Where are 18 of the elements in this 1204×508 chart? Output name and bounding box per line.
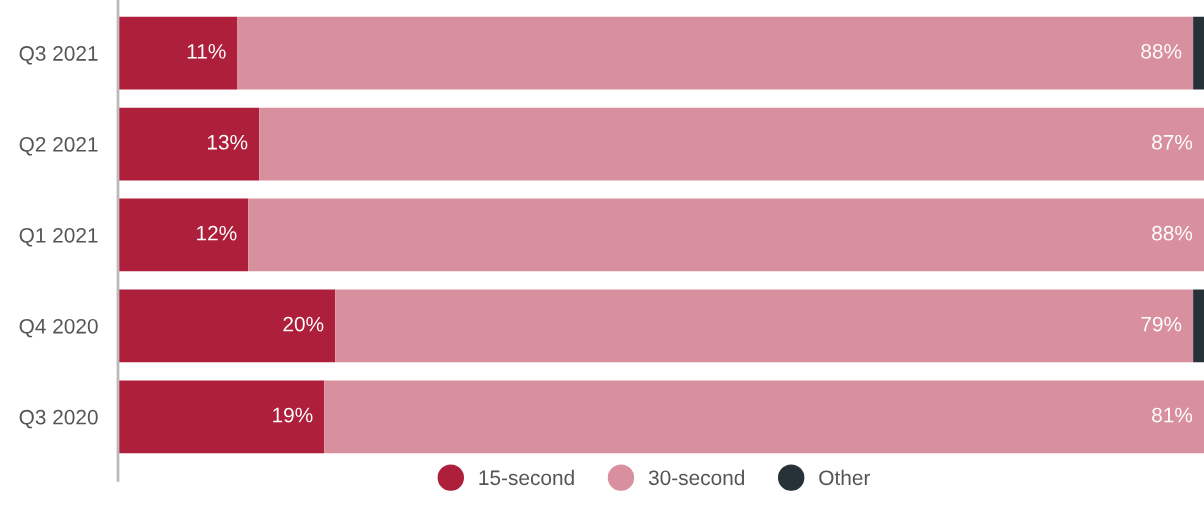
legend-label: Other xyxy=(819,469,871,486)
data-label: 88% xyxy=(1152,225,1193,241)
data-label: 12% xyxy=(197,225,237,241)
y-tick-label: Q1 2021 xyxy=(19,227,98,247)
legend-label: 15-second xyxy=(479,469,574,486)
data-label: 13% xyxy=(207,134,248,150)
y-tick-label: Q3 2020 xyxy=(19,409,98,429)
legend-label: 30-second xyxy=(648,469,745,486)
data-label: 19% xyxy=(273,407,313,423)
data-label: 79% xyxy=(1141,316,1182,332)
y-tick-label: Q4 2020 xyxy=(19,318,98,338)
data-label: 11% xyxy=(187,44,226,59)
data-label: 81% xyxy=(1152,407,1193,423)
y-tick-label: Q2 2021 xyxy=(19,137,98,156)
data-label: 88% xyxy=(1141,43,1182,59)
y-tick-label: Q3 2021 xyxy=(19,46,98,65)
data-label: 87% xyxy=(1152,134,1193,150)
data-label: 20% xyxy=(283,316,324,332)
